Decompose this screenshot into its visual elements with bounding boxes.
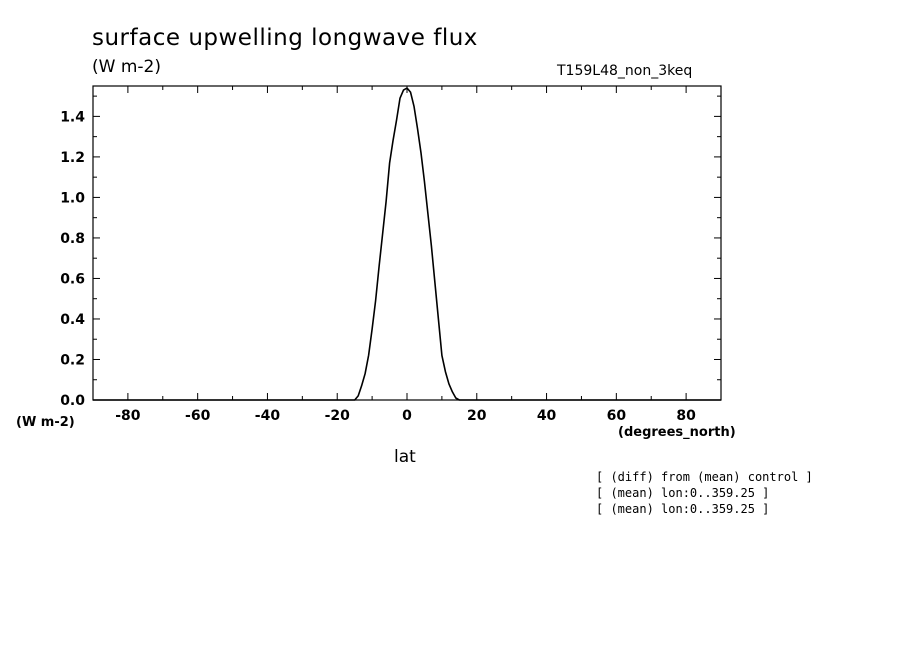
x-tick-label: -40 bbox=[255, 408, 281, 424]
x-tick-label: 0 bbox=[402, 408, 412, 424]
x-axis-units: (degrees_north) bbox=[618, 425, 736, 440]
x-tick-label: 60 bbox=[607, 408, 627, 424]
y-axis-units: (W m-2) bbox=[16, 415, 75, 430]
y-tick-label: 1.4 bbox=[60, 109, 85, 125]
y-tick-label: 0.8 bbox=[60, 231, 85, 247]
chart-title: surface upwelling longwave flux bbox=[92, 25, 478, 51]
y-tick-label: 0.2 bbox=[60, 352, 85, 368]
tick-labels: -80 -60 -40 -20 0 20 40 60 80 0.0 0.2 0.4 0.6 0.8 1.0 1… bbox=[60, 109, 696, 424]
x-tick-label: 20 bbox=[467, 408, 487, 424]
y-tick-label: 1.0 bbox=[60, 190, 85, 206]
y-tick-label: 0.4 bbox=[60, 312, 85, 328]
y-tick-label: 1.2 bbox=[60, 150, 85, 166]
x-tick-label: -60 bbox=[185, 408, 211, 424]
run-label: T159L48_non_3keq bbox=[557, 63, 693, 79]
x-axis-label: lat bbox=[394, 447, 416, 467]
plot-frame bbox=[92, 85, 722, 401]
annotation-lon-mean-1: [ (mean) lon:0..359.25 ] bbox=[596, 486, 770, 500]
series-line bbox=[93, 87, 721, 401]
y-tick-label: 0.6 bbox=[60, 271, 85, 287]
x-tick-label: -20 bbox=[325, 408, 351, 424]
x-tick-label: 40 bbox=[537, 408, 557, 424]
chart-subtitle-units: (W m-2) bbox=[92, 57, 161, 77]
axis-ticks bbox=[93, 86, 721, 400]
annotation-diff: [ (diff) from (mean) control ] bbox=[596, 470, 813, 484]
y-tick-label: 0.0 bbox=[60, 393, 85, 409]
x-tick-label: 80 bbox=[676, 408, 696, 424]
x-tick-label: -80 bbox=[115, 408, 141, 424]
annotation-lon-mean-2: [ (mean) lon:0..359.25 ] bbox=[596, 502, 770, 516]
